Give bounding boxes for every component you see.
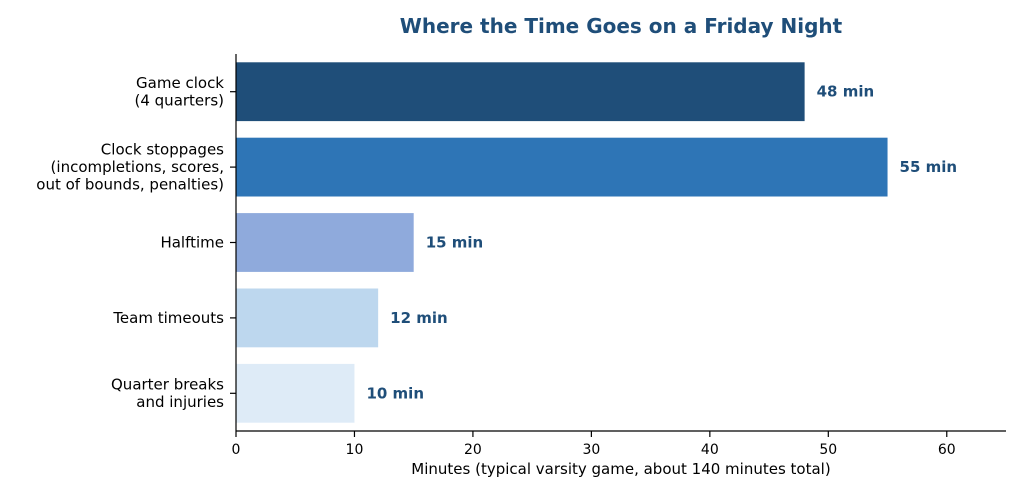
x-tick-label-2: 20 <box>464 442 482 458</box>
x-tick-label-5: 50 <box>819 442 837 458</box>
category-label-4-line-0: Quarter breaks <box>111 376 224 394</box>
bars-group <box>236 62 888 423</box>
bar-0 <box>236 62 805 122</box>
category-label-2-line-0: Halftime <box>160 234 224 252</box>
chart-title: Where the Time Goes on a Friday Night <box>400 14 843 38</box>
bar-1 <box>236 137 888 197</box>
bar-2 <box>236 213 414 272</box>
category-label-4-line-1: and injuries <box>136 393 224 411</box>
x-ticks-group: 0 10 20 30 40 50 60 <box>230 91 956 458</box>
category-label-2: Halftime <box>160 234 224 252</box>
value-label-0: 48 min <box>817 83 875 101</box>
bar-4 <box>236 363 355 423</box>
category-label-3-line-0: Team timeouts <box>112 309 224 327</box>
x-tick-label-6: 60 <box>938 442 956 458</box>
value-label-1: 55 min <box>900 158 958 176</box>
value-label-2: 15 min <box>426 234 484 252</box>
value-label-3: 12 min <box>390 309 448 327</box>
category-label-1-line-1: (incompletions, scores, <box>51 158 224 176</box>
value-label-4: 10 min <box>366 384 424 402</box>
value-labels-group: 48 min 55 min 15 min 12 min 10 min <box>366 83 957 403</box>
category-label-0-line-1: (4 quarters) <box>135 91 225 109</box>
bar-3 <box>236 288 379 348</box>
x-tick-label-4: 40 <box>701 442 719 458</box>
category-label-1-line-2: out of bounds, penalties) <box>36 176 224 194</box>
category-label-0-line-0: Game clock <box>136 74 224 92</box>
x-tick-label-1: 10 <box>346 442 364 458</box>
category-label-1-line-0: Clock stoppages <box>101 141 224 159</box>
x-tick-label-0: 0 <box>232 442 241 458</box>
category-label-3: Team timeouts <box>112 309 224 327</box>
x-tick-label-3: 30 <box>582 442 600 458</box>
category-label-0: Game clock (4 quarters) <box>135 74 225 110</box>
category-label-1: Clock stoppages (incompletions, scores, ou… <box>36 141 224 194</box>
x-axis-label: Minutes (typical varsity game, about 140… <box>411 460 830 478</box>
category-label-4: Quarter breaks and injuries <box>111 376 224 412</box>
category-labels-group: Game clock (4 quarters) Clock stoppages (in… <box>36 74 224 411</box>
